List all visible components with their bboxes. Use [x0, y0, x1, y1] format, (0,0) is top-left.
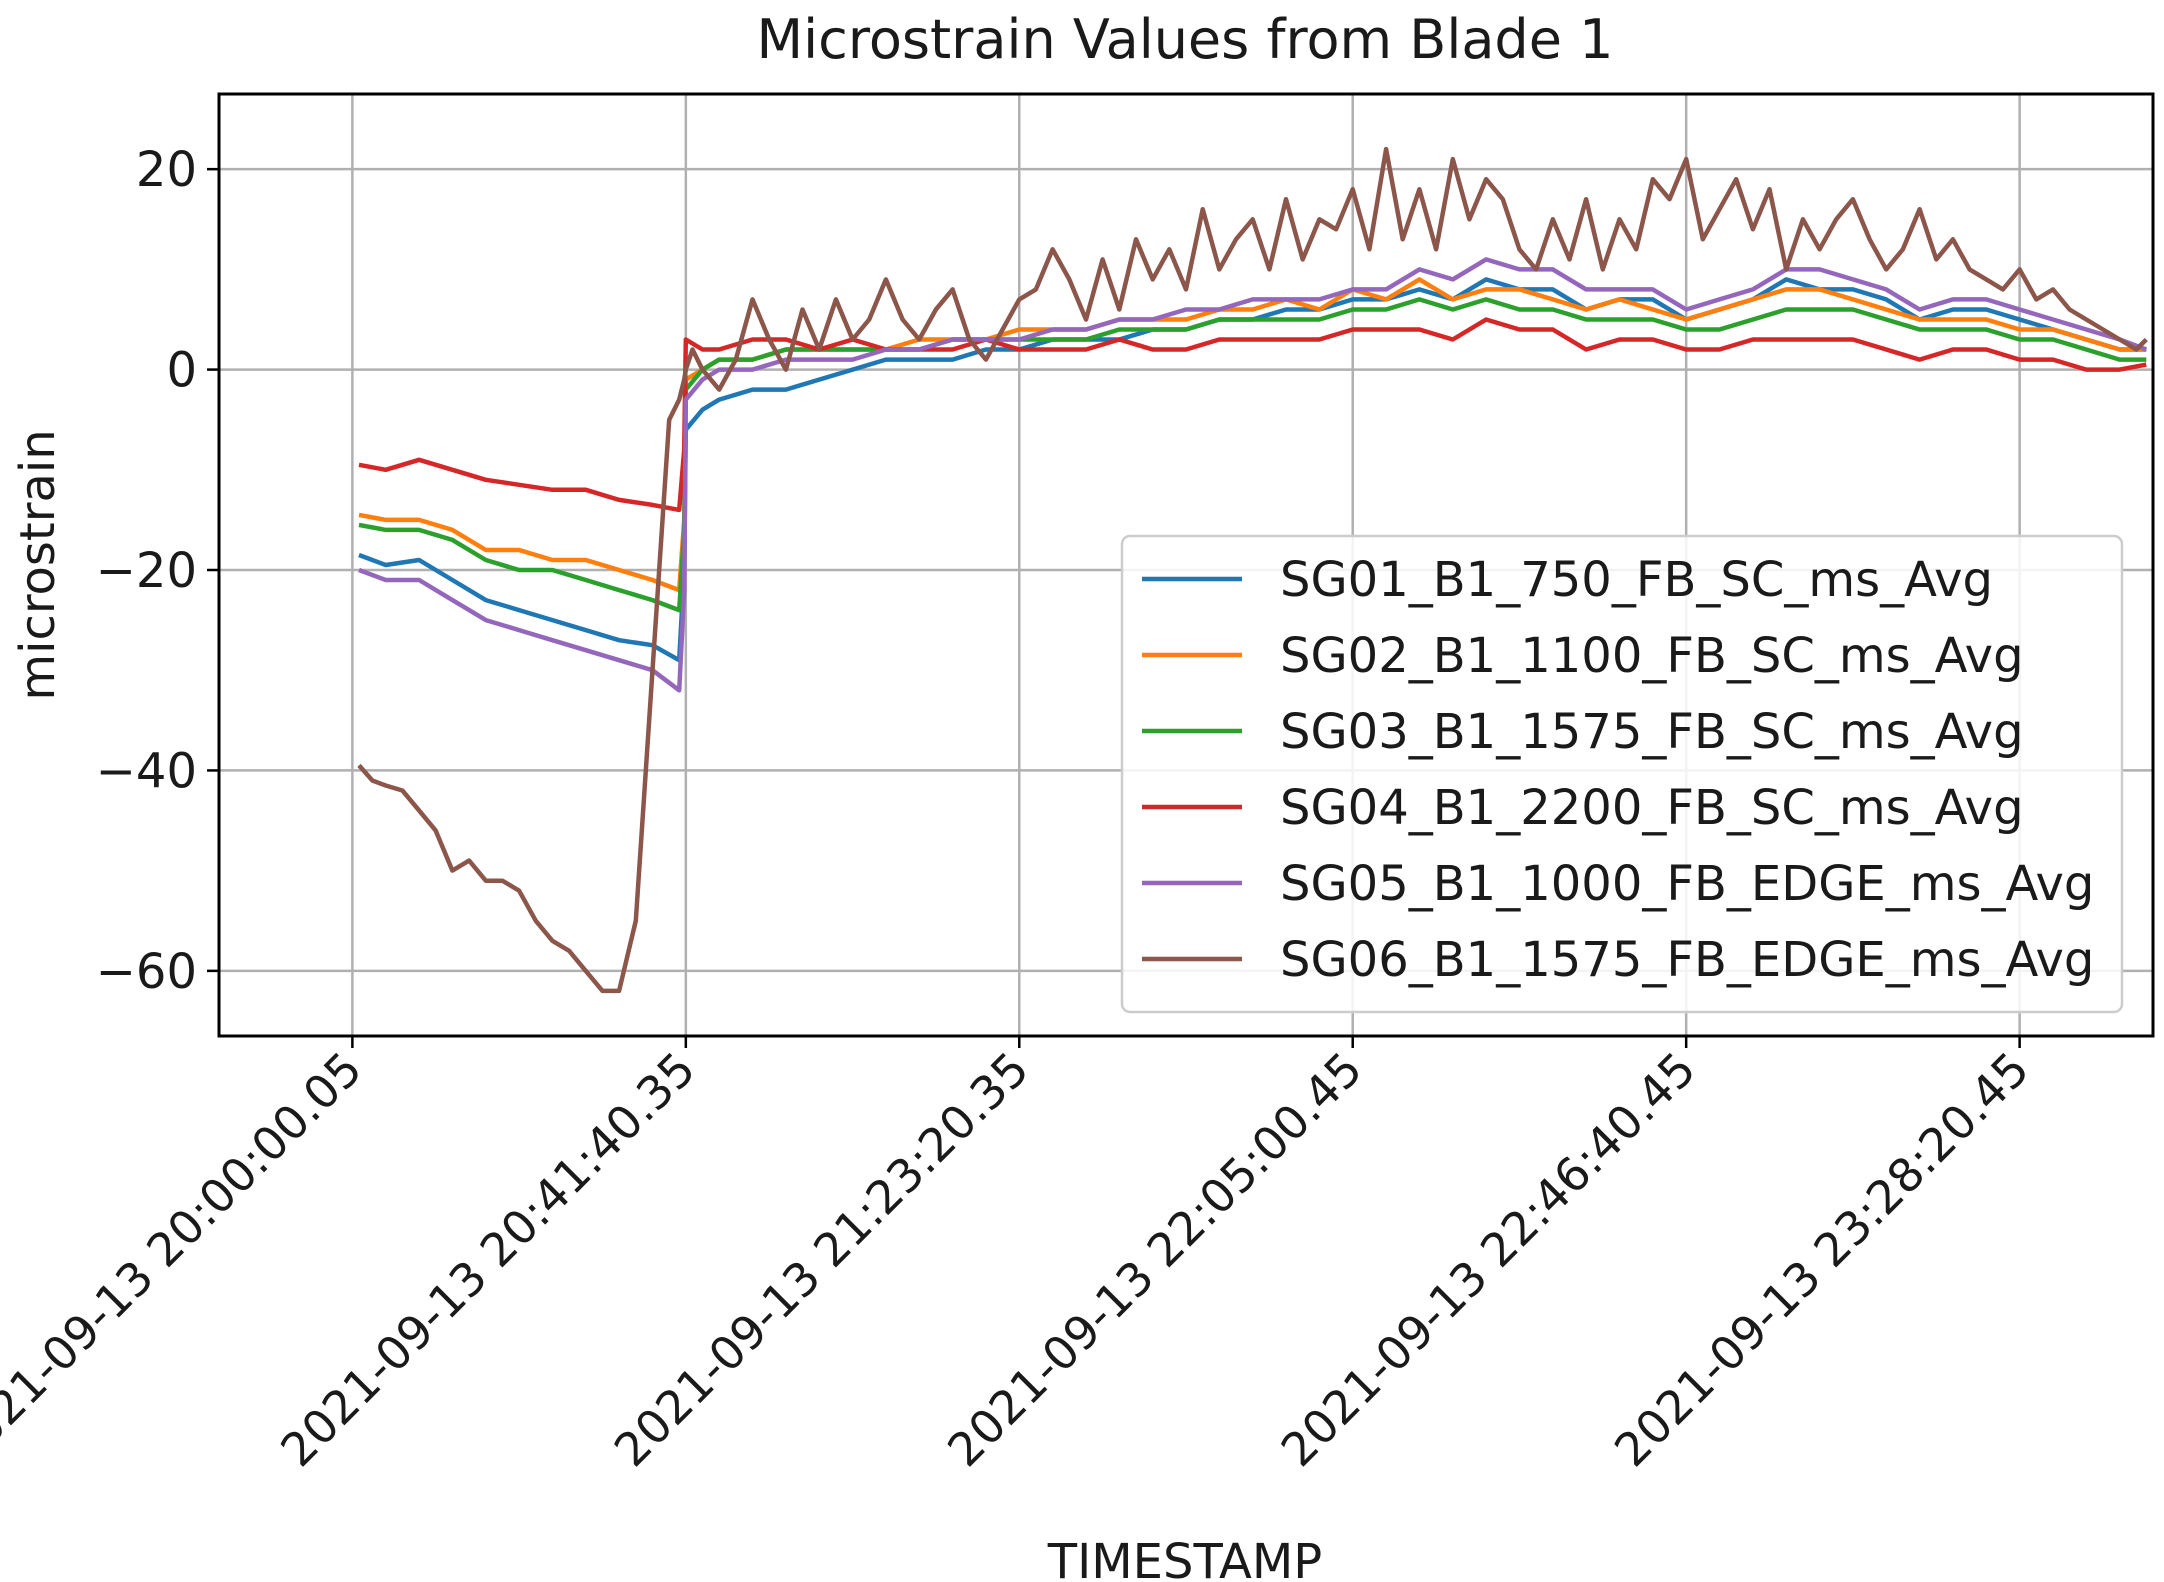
series-lines [357, 146, 2148, 994]
y-tick-label: 20 [136, 142, 197, 198]
y-tick-label: −60 [96, 944, 197, 1000]
series-line-3 [358, 297, 2147, 613]
legend-label-1: SG01_B1_750_FB_SC_ms_Avg [1280, 552, 1993, 608]
legend-label-6: SG06_B1_1575_FB_EDGE_ms_Avg [1280, 932, 2094, 988]
series-line-6 [357, 146, 2148, 994]
legend-box [1120, 534, 2124, 1014]
y-axis-ticks: 20 0 −20 −40 −60 [96, 142, 219, 1000]
y-tick-label: 0 [166, 343, 197, 399]
legend-label-2: SG02_B1_1100_FB_SC_ms_Avg [1280, 628, 2024, 684]
legend-label-3: SG03_B1_1575_FB_SC_ms_Avg [1280, 704, 2024, 760]
series-line-5 [358, 257, 2148, 693]
y-tick-label: −20 [96, 543, 197, 599]
series-line-2 [358, 277, 2147, 593]
chart-title: Microstrain Values from Blade 1 [757, 8, 1614, 71]
legend-label-4: SG04_B1_2200_FB_SC_ms_Avg [1280, 780, 2024, 836]
plot-frame [217, 92, 2155, 1038]
series-line-4 [358, 317, 2147, 513]
x-axis-label: TIMESTAMP [1047, 1534, 1322, 1582]
legend-label-5: SG05_B1_1000_FB_EDGE_ms_Avg [1280, 856, 2094, 912]
y-tick-label: −40 [96, 743, 197, 799]
legend: SG01_B1_750_FB_SC_ms_Avg SG02_B1_1100_FB_… [1120, 534, 2124, 1014]
y-axis-label: microstrain [10, 429, 66, 700]
